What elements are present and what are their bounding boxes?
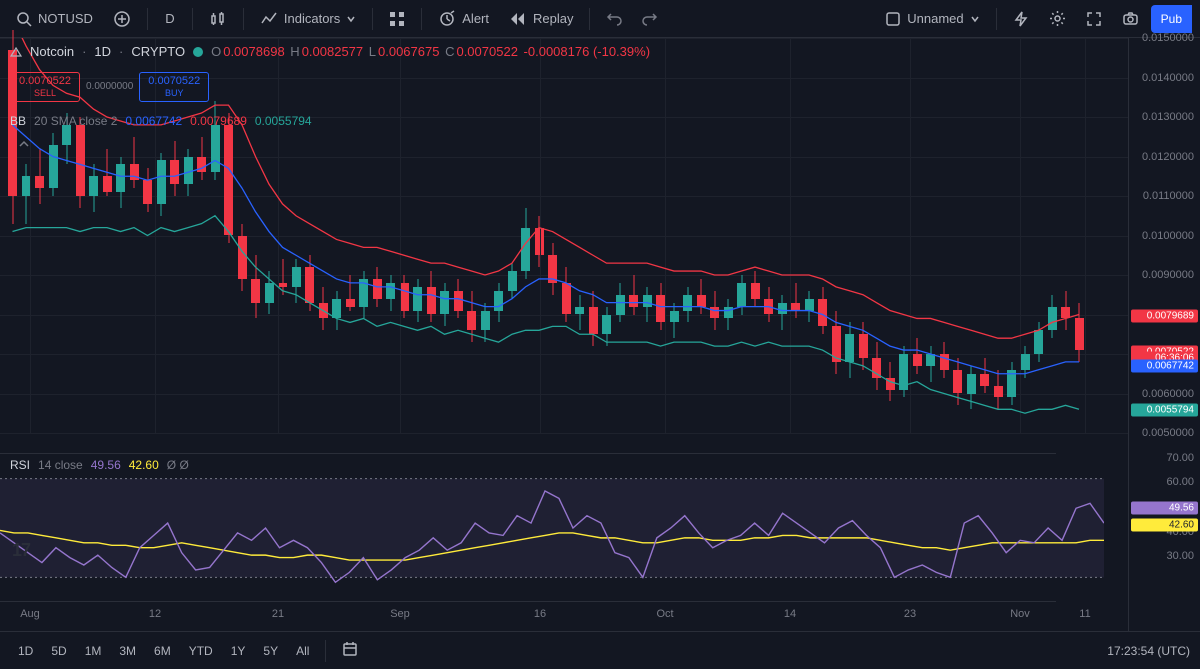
alert-button[interactable]: Alert: [430, 5, 497, 33]
goto-date-button[interactable]: [334, 637, 366, 664]
rsi-value-2: 42.60: [129, 458, 159, 472]
symbol-text: NOTUSD: [38, 11, 93, 26]
camera-icon: [1122, 10, 1139, 27]
replay-button[interactable]: Replay: [501, 5, 581, 33]
rsi-legend: RSI 14 close 49.56 42.60 Ø Ø: [10, 458, 189, 472]
expand-icon[interactable]: [18, 138, 30, 153]
range-all[interactable]: All: [288, 640, 317, 662]
bottom-toolbar: 1D5D1M3M6MYTD1Y5YAll 17:23:54 (UTC): [0, 631, 1200, 669]
symbol-interval: 1D: [94, 44, 111, 59]
candle-icon: [209, 10, 227, 28]
watermark: 17: [12, 540, 30, 561]
separator: [147, 8, 148, 30]
rsi-lines: [0, 454, 1104, 602]
price-axis[interactable]: 0.00500000.00600000.00700000.00800000.00…: [1128, 38, 1200, 631]
publish-button[interactable]: Pub: [1151, 5, 1192, 33]
range-1d[interactable]: 1D: [10, 640, 41, 662]
snapshot-button[interactable]: [1114, 5, 1147, 33]
add-symbol-button[interactable]: [105, 5, 139, 33]
alert-icon: [438, 10, 456, 28]
chart-area: Notcoin · 1D · CRYPTO O0.0078698 H0.0082…: [0, 38, 1200, 631]
separator: [192, 8, 193, 30]
calendar-icon: [342, 641, 358, 657]
buy-button[interactable]: 0.0070522 BUY: [139, 72, 209, 102]
utc-clock[interactable]: 17:23:54 (UTC): [1107, 644, 1190, 658]
symbol-header: Notcoin · 1D · CRYPTO O0.0078698 H0.0082…: [10, 44, 652, 59]
separator: [421, 8, 422, 30]
range-1y[interactable]: 1Y: [223, 640, 254, 662]
rsi-value-1: 49.56: [91, 458, 121, 472]
settings-button[interactable]: [1041, 5, 1074, 33]
gear-icon: [1049, 10, 1066, 27]
replay-icon: [509, 10, 527, 28]
fullscreen-icon: [1086, 11, 1102, 27]
symbol-search-button[interactable]: NOTUSD: [8, 5, 101, 33]
spread-value: 0.0000000: [86, 81, 133, 92]
bb-lower-value: 0.0055794: [255, 114, 312, 128]
undo-icon: [606, 11, 622, 27]
range-5y[interactable]: 5Y: [255, 640, 286, 662]
bb-basis-value: 0.0067742: [125, 114, 182, 128]
separator: [589, 8, 590, 30]
chevron-down-icon: [346, 14, 356, 24]
triangle-icon: [10, 46, 22, 58]
range-buttons: 1D5D1M3M6MYTD1Y5YAll: [10, 640, 317, 662]
separator: [372, 8, 373, 30]
separator: [996, 8, 997, 30]
top-toolbar: NOTUSD D Indicators Alert Replay Unnamed: [0, 0, 1200, 38]
market-status-dot: [193, 47, 203, 57]
symbol-exchange: CRYPTO: [131, 44, 185, 59]
range-ytd[interactable]: YTD: [181, 640, 221, 662]
rsi-pane[interactable]: RSI 14 close 49.56 42.60 Ø Ø 17: [0, 453, 1056, 601]
symbol-name: Notcoin: [30, 44, 74, 59]
search-icon: [16, 11, 32, 27]
quick-search-button[interactable]: [1005, 5, 1037, 33]
separator: [243, 8, 244, 30]
interval-button[interactable]: D: [156, 5, 184, 33]
indicators-icon: [260, 10, 278, 28]
layout-button[interactable]: Unnamed: [877, 5, 987, 33]
time-axis[interactable]: Aug1221Sep16Oct1423Nov1120: [0, 601, 1056, 631]
range-3m[interactable]: 3M: [111, 640, 144, 662]
range-1m[interactable]: 1M: [77, 640, 110, 662]
chart-main[interactable]: Notcoin · 1D · CRYPTO O0.0078698 H0.0082…: [0, 38, 1128, 631]
separator: [325, 640, 326, 662]
grid-icon: [389, 11, 405, 27]
trade-panel: 0.0070522 SELL 0.0000000 0.0070522 BUY: [10, 72, 209, 102]
flash-icon: [1013, 11, 1029, 27]
ohlc-values: O0.0078698 H0.0082577 L0.0067675 C0.0070…: [211, 44, 652, 59]
templates-button[interactable]: [381, 5, 413, 33]
redo-button[interactable]: [634, 5, 666, 33]
range-6m[interactable]: 6M: [146, 640, 179, 662]
sell-button[interactable]: 0.0070522 SELL: [10, 72, 80, 102]
undo-button[interactable]: [598, 5, 630, 33]
redo-icon: [642, 11, 658, 27]
fullscreen-button[interactable]: [1078, 5, 1110, 33]
bb-upper-value: 0.0079689: [190, 114, 247, 128]
square-icon: [885, 11, 901, 27]
range-5d[interactable]: 5D: [43, 640, 74, 662]
chevron-down-icon: [970, 14, 980, 24]
indicators-button[interactable]: Indicators: [252, 5, 364, 33]
bb-legend: BB 20 SMA close 2 0.0067742 0.0079689 0.…: [10, 114, 312, 128]
plus-circle-icon: [113, 10, 131, 28]
chart-style-button[interactable]: [201, 5, 235, 33]
